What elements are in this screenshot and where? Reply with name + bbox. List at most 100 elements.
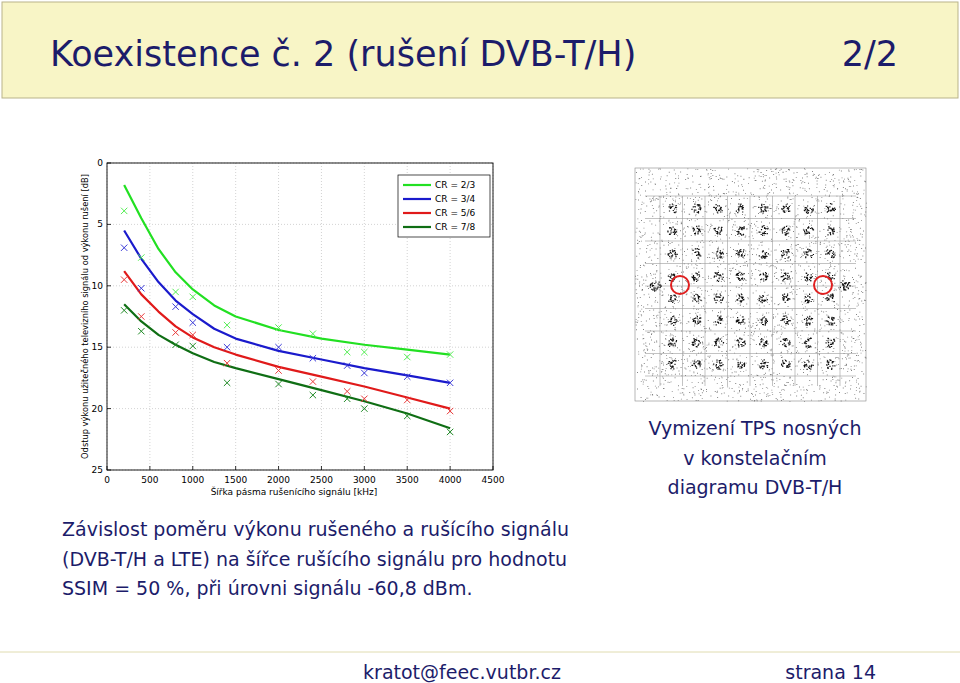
- data-point: [224, 380, 230, 386]
- tick-label: 5: [97, 219, 103, 229]
- tick-label: 4500: [482, 475, 505, 485]
- tick-label: 500: [141, 475, 158, 485]
- tick: [192, 466, 193, 470]
- tick-label: 3000: [353, 475, 376, 485]
- y-label: Odstup výkonu užitečného televizního sig…: [80, 174, 90, 459]
- data-point: [138, 313, 144, 319]
- data-point: [361, 396, 367, 402]
- data-point: [447, 429, 453, 435]
- slide: Koexistence č. 2 (rušení DVB-T/H) 2/2 0 500…: [0, 0, 960, 683]
- tick: [364, 466, 365, 470]
- data-point: [310, 330, 316, 336]
- data-point: [190, 319, 196, 325]
- data-point: [190, 294, 196, 300]
- image-caption: v konstelačním: [683, 447, 827, 469]
- tick-label: 2000: [267, 475, 290, 485]
- data-point: [404, 413, 410, 419]
- data-point: [172, 289, 178, 295]
- data-point: [138, 254, 144, 260]
- legend: CR = 2/3CR = 3/4CR = 5/6CR = 7/8: [398, 175, 490, 237]
- tick: [107, 285, 111, 286]
- tick-label: 25: [92, 465, 103, 475]
- footer-page: strana 14: [785, 661, 876, 683]
- data-point: [138, 285, 144, 291]
- data-point: [310, 392, 316, 398]
- tick-label: 0: [97, 158, 103, 168]
- tps-marker: [671, 276, 689, 294]
- data-point: [190, 343, 196, 349]
- chart-caption: SSIM = 50 %, při úrovni signálu -60,8 dB…: [62, 577, 472, 599]
- data-point: [224, 322, 230, 328]
- data-point: [404, 373, 410, 379]
- grid-line: [278, 163, 279, 470]
- grid-line: [107, 347, 493, 348]
- fit-line: [124, 304, 450, 428]
- data-point: [344, 362, 350, 368]
- data-point: [404, 354, 410, 360]
- footer-email: kratot@feec.vutbr.cz: [363, 661, 561, 683]
- tick: [107, 224, 111, 225]
- data-point: [275, 381, 281, 387]
- legend-swatch: [403, 184, 431, 186]
- title: Koexistence č. 2 (rušení DVB-T/H): [50, 34, 636, 74]
- legend-swatch: [403, 226, 431, 228]
- legend-swatch: [403, 212, 431, 214]
- tick-label: 4000: [439, 475, 462, 485]
- tick: [235, 466, 236, 470]
- tick-label: 20: [92, 404, 104, 414]
- x-label: Šířka pásma rušenícího signálu [kHz]: [211, 486, 378, 497]
- tick-label: 0: [104, 475, 110, 485]
- tick: [278, 466, 279, 470]
- chart-caption: Závislost poměru výkonu rušeného a rušíc…: [62, 518, 569, 540]
- tick-label: 2500: [310, 475, 333, 485]
- tick-label: 15: [92, 342, 103, 352]
- grid: [645, 196, 856, 386]
- data-point: [138, 328, 144, 334]
- legend-label: CR = 7/8: [435, 222, 476, 232]
- title-bar: [2, 2, 958, 98]
- grid-line: [107, 408, 493, 409]
- data-point: [190, 332, 196, 338]
- data-point: [172, 303, 178, 309]
- data-point: [121, 208, 127, 214]
- data-point: [121, 276, 127, 282]
- tick: [107, 408, 111, 409]
- grid-line: [107, 285, 493, 286]
- data-point: [344, 388, 350, 394]
- data-point: [344, 349, 350, 355]
- legend-box: [398, 175, 490, 237]
- chart-caption: (DVB-T/H a LTE) na šířce rušícího signál…: [62, 548, 567, 570]
- data-point: [361, 349, 367, 355]
- image-caption: Vymizení TPS nosných: [648, 417, 861, 439]
- tick: [450, 466, 451, 470]
- data-point: [172, 329, 178, 335]
- data-point: [447, 408, 453, 414]
- tick: [321, 466, 322, 470]
- image-frame: [635, 168, 866, 401]
- plot-area: [107, 163, 493, 470]
- data-point: [447, 351, 453, 357]
- fit-line: [124, 231, 450, 383]
- data-point: [275, 344, 281, 350]
- grid-line: [321, 163, 322, 470]
- data-point: [404, 397, 410, 403]
- tick-label: 3500: [396, 475, 419, 485]
- data-point: [275, 367, 281, 373]
- tick-label: 1000: [181, 475, 204, 485]
- data-point: [224, 344, 230, 350]
- grid-line: [149, 163, 150, 470]
- tick-label: 1500: [224, 475, 247, 485]
- constellation-image: [635, 168, 867, 402]
- data-point: [310, 355, 316, 361]
- data-point: [121, 245, 127, 251]
- tps-marker: [814, 276, 832, 294]
- page-part: 2/2: [842, 34, 898, 74]
- legend-label: CR = 3/4: [435, 194, 476, 204]
- noise: [635, 168, 867, 402]
- data-point: [275, 324, 281, 330]
- grid-line: [192, 163, 193, 470]
- fit-line: [124, 271, 450, 409]
- data-point: [344, 396, 350, 402]
- tick: [149, 466, 150, 470]
- image-caption: diagramu DVB-T/H: [668, 476, 843, 498]
